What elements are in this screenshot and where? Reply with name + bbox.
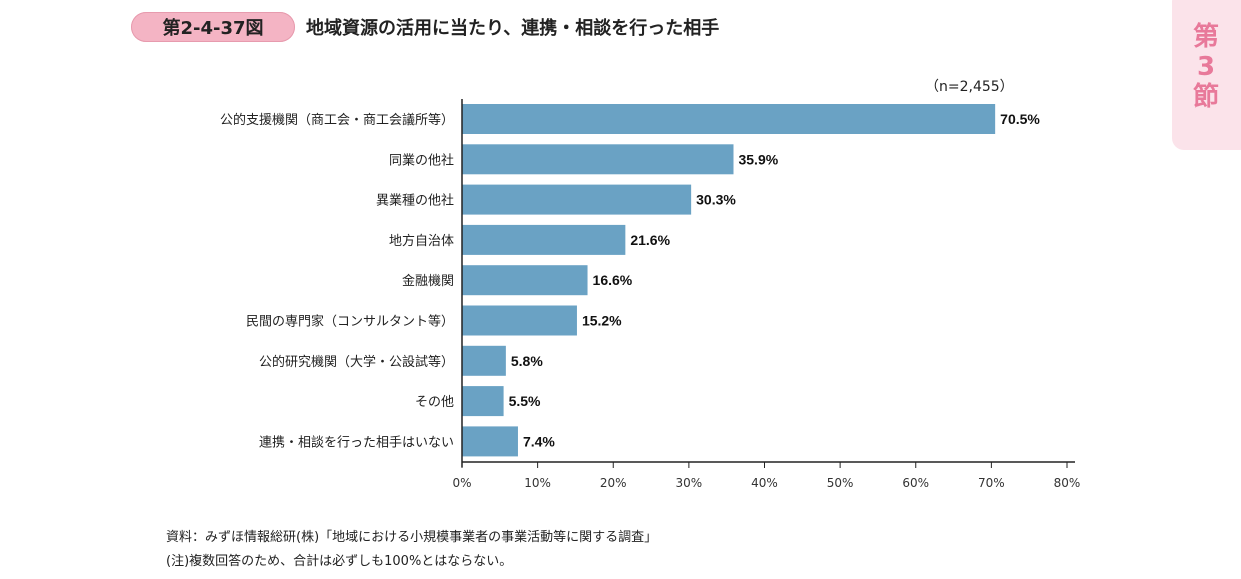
- value-label: 7.4%: [523, 433, 555, 449]
- x-tick-label: 40%: [751, 476, 778, 490]
- category-label: 異業種の他社: [376, 193, 454, 209]
- category-label: 地方自治体: [389, 233, 454, 249]
- category-label: その他: [415, 395, 454, 410]
- bar: [462, 386, 504, 416]
- footnote: (注)複数回答のため、合計は必ずしも100%とはならない。: [166, 550, 512, 569]
- bar: [462, 185, 691, 215]
- x-tick-label: 20%: [600, 476, 627, 490]
- category-label: 連携・相談を行った相手はいない: [259, 434, 454, 450]
- bar: [462, 306, 577, 336]
- value-label: 21.6%: [630, 232, 670, 248]
- bar: [462, 265, 588, 295]
- bar: [462, 104, 995, 134]
- value-label: 15.2%: [582, 313, 622, 329]
- x-tick-label: 80%: [1054, 476, 1081, 490]
- bar: [462, 225, 625, 255]
- x-tick-label: 10%: [524, 476, 551, 490]
- bar: [462, 346, 506, 376]
- category-label: 金融機関: [402, 273, 454, 289]
- source-note: 資料：みずほ情報総研(株)「地域における小規模事業者の事業活動等に関する調査」: [166, 526, 657, 545]
- x-tick-label: 60%: [902, 476, 929, 490]
- category-label: 民間の専門家（コンサルタント等）: [246, 314, 454, 330]
- x-tick-label: 50%: [827, 476, 854, 490]
- bar: [462, 144, 733, 174]
- x-tick-label: 30%: [676, 476, 703, 490]
- value-label: 70.5%: [1000, 111, 1040, 127]
- category-label: 公的支援機関（商工会・商工会議所等）: [220, 112, 454, 128]
- category-label: 公的研究機関（大学・公設試等）: [259, 354, 454, 370]
- category-label: 同業の他社: [389, 152, 454, 168]
- value-label: 5.5%: [509, 393, 541, 409]
- value-label: 16.6%: [593, 272, 633, 288]
- bar: [462, 426, 518, 456]
- x-tick-label: 70%: [978, 476, 1005, 490]
- value-label: 30.3%: [696, 192, 736, 208]
- value-label: 35.9%: [738, 151, 778, 167]
- x-tick-label: 0%: [452, 476, 471, 490]
- value-label: 5.8%: [511, 353, 543, 369]
